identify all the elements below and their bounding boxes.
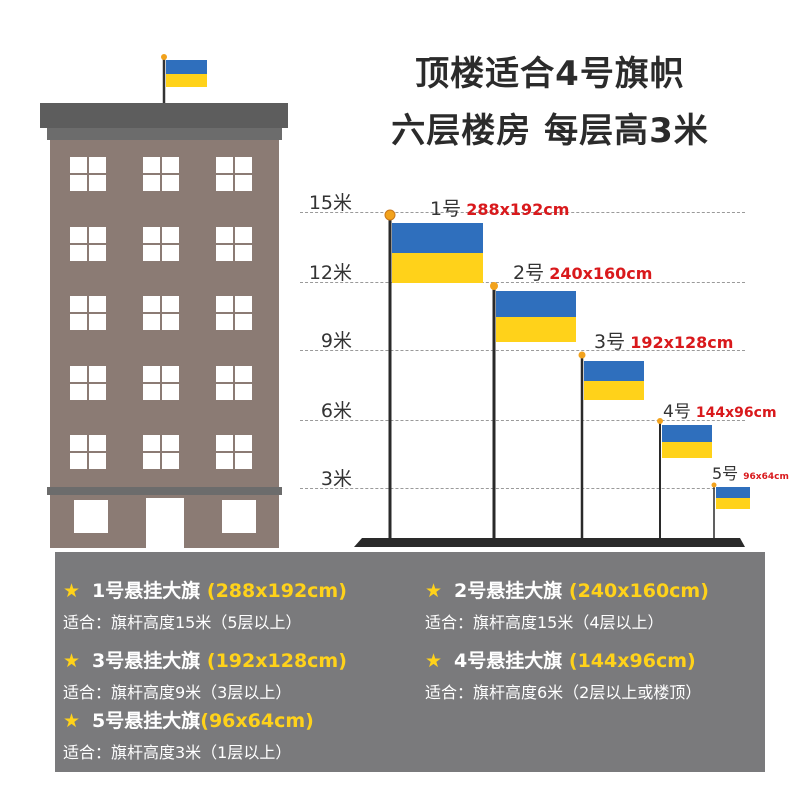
height-line-12 <box>300 282 745 283</box>
height-line-9 <box>300 350 745 351</box>
item-size: (192x128cm) <box>206 650 347 672</box>
item-flag-4: ★ 4号悬挂大旗 (144x96cm) 适合：旗杆高度6米（2层以上或楼顶） <box>425 646 701 703</box>
roof-flag-blue <box>166 60 207 74</box>
building-window <box>70 366 106 400</box>
flagpole-diagram <box>354 209 750 547</box>
building-window <box>70 296 106 330</box>
building-window <box>143 366 179 400</box>
item-flag-1: ★ 1号悬挂大旗 (288x192cm) 适合：旗杆高度15米（5层以上） <box>63 576 347 633</box>
roof-flag-yellow <box>166 74 207 87</box>
flag-label-3: 3号 192x128cm <box>594 331 734 353</box>
item-desc: 适合：旗杆高度6米（2层以上或楼顶） <box>425 683 702 702</box>
flag-3-yellow <box>584 381 644 400</box>
building-window <box>70 157 106 191</box>
height-label-3: 3米 <box>320 468 352 490</box>
flagpole-5-finial <box>711 482 717 488</box>
item-size: (96x64cm) <box>200 710 314 732</box>
flagpole-1-finial <box>384 209 396 221</box>
title-line1: 顶楼适合4号旗帜 <box>415 54 685 94</box>
building-cornice <box>47 128 282 140</box>
flag-4-yellow <box>662 442 712 458</box>
height-label-9: 9米 <box>320 330 352 352</box>
building-base-band <box>47 487 282 495</box>
building-window <box>143 227 179 261</box>
item-flag-5: ★ 5号悬挂大旗(96x64cm) 适合：旗杆高度3米（1层以上） <box>63 706 314 763</box>
item-name: 2号悬挂大旗 <box>454 580 563 602</box>
flag-5-yellow <box>716 498 750 509</box>
flag-label-1: 1号 288x192cm <box>430 198 570 220</box>
building-door <box>146 498 184 548</box>
ground-base <box>354 538 745 547</box>
item-name: 5号悬挂大旗 <box>92 710 201 732</box>
building-window <box>143 157 179 191</box>
building-window <box>70 435 106 469</box>
title-line2: 六层楼房 每层高3米 <box>391 111 709 151</box>
item-flag-3: ★ 3号悬挂大旗 (192x128cm) 适合：旗杆高度9米（3层以上） <box>63 646 347 703</box>
flag-4-blue <box>662 425 712 442</box>
flagpole-4-finial <box>657 418 663 424</box>
star-icon: ★ <box>63 650 81 672</box>
ground-window-right <box>222 500 256 533</box>
height-label-12: 12米 <box>308 262 352 284</box>
building-window <box>143 435 179 469</box>
star-icon: ★ <box>63 710 81 732</box>
roof-flagpole-finial <box>161 54 167 60</box>
building-window <box>216 296 252 330</box>
flag-label-5: 5号 96x64cm <box>712 464 789 483</box>
item-size: (288x192cm) <box>206 580 347 602</box>
star-icon: ★ <box>63 580 81 602</box>
height-line-6 <box>300 420 745 421</box>
flagpole-3-finial <box>578 351 586 359</box>
item-size: (144x96cm) <box>568 650 696 672</box>
building-window <box>143 296 179 330</box>
star-icon: ★ <box>425 580 443 602</box>
flag-1-blue <box>392 223 483 253</box>
building-body <box>50 140 279 548</box>
building-window <box>216 435 252 469</box>
star-icon: ★ <box>425 650 443 672</box>
flag-3-blue <box>584 361 644 381</box>
flag-5-blue <box>716 487 750 498</box>
item-desc: 适合：旗杆高度9米（3层以上） <box>63 683 292 702</box>
item-size: (240x160cm) <box>568 580 709 602</box>
item-name: 4号悬挂大旗 <box>454 650 563 672</box>
item-desc: 适合：旗杆高度15米（5层以上） <box>63 613 302 632</box>
item-desc: 适合：旗杆高度15米（4层以上） <box>425 613 664 632</box>
building-window <box>216 157 252 191</box>
flag-label-2: 2号 240x160cm <box>513 262 653 284</box>
item-name: 1号悬挂大旗 <box>92 580 201 602</box>
height-label-15: 15米 <box>308 192 352 214</box>
flag-label-4: 4号 144x96cm <box>663 402 777 422</box>
height-line-3 <box>300 488 745 489</box>
height-label-6: 6米 <box>320 400 352 422</box>
flag-1-yellow <box>392 253 483 283</box>
item-desc: 适合：旗杆高度3米（1层以上） <box>63 743 292 762</box>
flagpole-2-finial <box>490 282 498 290</box>
building-window <box>216 227 252 261</box>
ground-window-left <box>74 500 108 533</box>
item-flag-2: ★ 2号悬挂大旗 (240x160cm) 适合：旗杆高度15米（4层以上） <box>425 576 709 633</box>
flag-2-blue <box>496 291 576 317</box>
info-panel: ★ 1号悬挂大旗 (288x192cm) 适合：旗杆高度15米（5层以上） ★ 2号… <box>55 552 765 772</box>
building-window <box>70 227 106 261</box>
building-window <box>216 366 252 400</box>
flag-2-yellow <box>496 317 576 342</box>
building-roof <box>40 103 288 128</box>
height-line-15 <box>300 212 745 213</box>
item-name: 3号悬挂大旗 <box>92 650 201 672</box>
